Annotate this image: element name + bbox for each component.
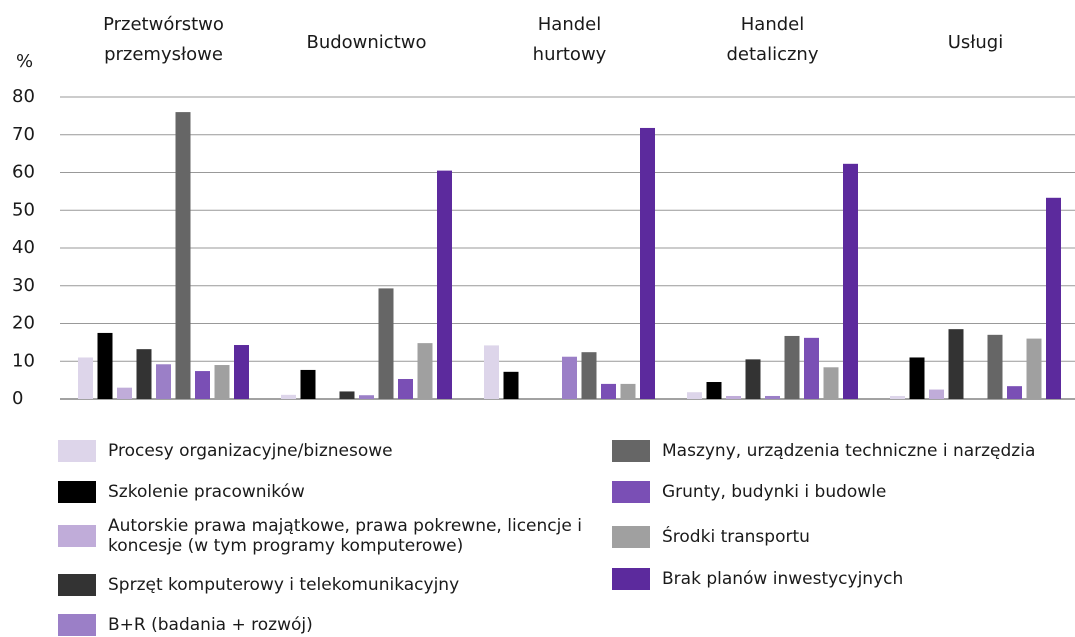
bar bbox=[843, 163, 858, 399]
bar bbox=[195, 371, 210, 399]
legend-item: Szkolenie pracowników bbox=[58, 481, 598, 503]
y-tick-label: 10 bbox=[12, 350, 35, 371]
bar bbox=[987, 334, 1003, 399]
legend-item: Środki transportu bbox=[612, 526, 1072, 548]
y-tick-label: 20 bbox=[12, 313, 35, 334]
bar bbox=[339, 391, 355, 399]
bar bbox=[97, 332, 113, 399]
bar bbox=[581, 352, 597, 399]
bar bbox=[1007, 386, 1022, 399]
legend-swatch bbox=[612, 440, 650, 462]
x-tick-label: Handel hurtowy bbox=[533, 14, 607, 65]
legend-item: Grunty, budynki i budowle bbox=[612, 481, 1072, 503]
bar bbox=[234, 345, 249, 399]
bar bbox=[562, 356, 577, 399]
bar bbox=[398, 378, 413, 399]
bar bbox=[503, 371, 519, 399]
y-tick-label: 30 bbox=[12, 275, 35, 296]
legend-item: Maszyny, urządzenia techniczne i narzędz… bbox=[612, 440, 1072, 462]
bar bbox=[1026, 338, 1042, 399]
bar bbox=[214, 365, 230, 399]
legend-swatch bbox=[58, 440, 96, 462]
bar bbox=[640, 127, 655, 399]
legend-swatch bbox=[58, 525, 96, 547]
bar bbox=[745, 359, 761, 399]
x-tick-label: Handel detaliczny bbox=[727, 14, 819, 65]
y-tick-label: 0 bbox=[12, 388, 23, 409]
bar bbox=[281, 394, 296, 399]
y-tick-label: 70 bbox=[12, 124, 35, 145]
y-tick-label: 60 bbox=[12, 162, 35, 183]
legend-item: Brak planów inwestycyjnych bbox=[612, 568, 1072, 590]
bar bbox=[136, 349, 152, 399]
y-tick-label: 80 bbox=[12, 86, 35, 107]
bar bbox=[706, 382, 722, 399]
x-tick-label: Usługi bbox=[948, 32, 1004, 53]
legend-label: Maszyny, urządzenia techniczne i narzędz… bbox=[662, 441, 1036, 461]
bar bbox=[823, 367, 839, 399]
legend-label: Sprzęt komputerowy i telekomunikacyjny bbox=[108, 575, 460, 595]
legend-label: Autorskie prawa majątkowe, prawa pokrewn… bbox=[108, 516, 582, 556]
bar bbox=[1046, 197, 1061, 399]
x-tick-label: Budownictwo bbox=[306, 32, 426, 53]
legend-label: Brak planów inwestycyjnych bbox=[662, 569, 904, 589]
bar bbox=[948, 329, 964, 399]
y-tick-label: 50 bbox=[12, 199, 35, 220]
bar bbox=[726, 395, 741, 399]
bar bbox=[620, 383, 636, 399]
legend-item: Sprzęt komputerowy i telekomunikacyjny bbox=[58, 574, 598, 596]
bar bbox=[929, 389, 944, 399]
bar bbox=[601, 383, 616, 399]
legend-swatch bbox=[612, 526, 650, 548]
bar bbox=[417, 343, 433, 399]
bar bbox=[909, 357, 925, 399]
bar bbox=[78, 357, 93, 399]
bar bbox=[784, 335, 800, 399]
legend-swatch bbox=[58, 481, 96, 503]
legend-label: B+R (badania + rozwój) bbox=[108, 615, 313, 635]
bar bbox=[117, 387, 132, 399]
bar bbox=[175, 112, 191, 399]
bar bbox=[765, 395, 780, 399]
bar bbox=[378, 288, 394, 399]
bar bbox=[437, 170, 452, 399]
legend-swatch bbox=[58, 614, 96, 636]
chart: % 0 10 20 30 40 50 60 70 80 Przetwórstwo przemysło… bbox=[12, 14, 1075, 409]
y-tick-label: 40 bbox=[12, 237, 35, 258]
bar bbox=[687, 392, 702, 399]
bar bbox=[484, 345, 499, 399]
bar bbox=[156, 364, 171, 399]
x-tick-label: Przetwórstwo przemysłowe bbox=[103, 14, 224, 65]
bar bbox=[890, 395, 905, 399]
legend-label: Procesy organizacyjne/biznesowe bbox=[108, 441, 393, 461]
legend-label: Środki transportu bbox=[662, 527, 810, 547]
y-axis-label: % bbox=[16, 51, 33, 72]
legend-item: Autorskie prawa majątkowe, prawa pokrewn… bbox=[58, 516, 598, 556]
bar bbox=[300, 369, 316, 399]
bar bbox=[804, 337, 819, 399]
legend-label: Grunty, budynki i budowle bbox=[662, 482, 887, 502]
legend-label: Szkolenie pracowników bbox=[108, 482, 305, 502]
legend-swatch bbox=[612, 568, 650, 590]
legend-item: Procesy organizacyjne/biznesowe bbox=[58, 440, 598, 462]
legend-swatch bbox=[58, 574, 96, 596]
legend-swatch bbox=[612, 481, 650, 503]
legend-item: B+R (badania + rozwój) bbox=[58, 614, 598, 636]
bar bbox=[359, 395, 374, 399]
